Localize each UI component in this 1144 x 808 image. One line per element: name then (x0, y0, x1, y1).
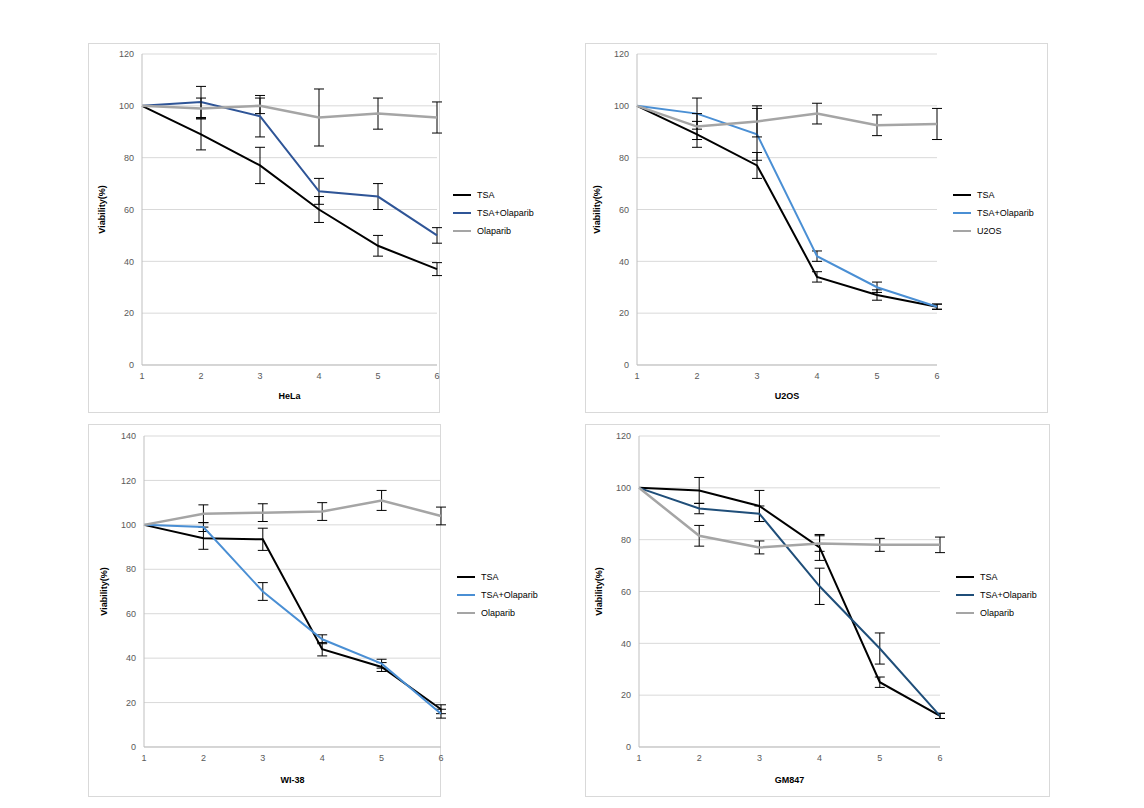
svg-text:5: 5 (379, 753, 384, 763)
svg-text:U2OS: U2OS (775, 391, 800, 401)
svg-text:100: 100 (119, 101, 134, 111)
svg-text:0: 0 (624, 360, 629, 370)
html-text:TSA+Olaparib: TSA+Olaparib (980, 589, 1037, 600)
html-text:TSA: TSA (481, 571, 499, 582)
svg-text:3: 3 (257, 371, 262, 381)
svg-text:40: 40 (619, 257, 629, 267)
svg-text:40: 40 (126, 653, 136, 663)
svg-text:Viability(%): Viability(%) (594, 567, 604, 615)
svg-text:120: 120 (119, 49, 134, 59)
svg-text:0: 0 (626, 742, 631, 752)
svg-text:4: 4 (320, 753, 325, 763)
svg-text:3: 3 (260, 753, 265, 763)
html-text:Olaparib: Olaparib (477, 225, 511, 236)
svg-text:0: 0 (131, 742, 136, 752)
svg-text:1: 1 (141, 753, 146, 763)
svg-text:6: 6 (434, 371, 439, 381)
svg-text:3: 3 (757, 753, 762, 763)
svg-text:2: 2 (694, 371, 699, 381)
svg-text:GM847: GM847 (775, 775, 805, 785)
svg-text:100: 100 (614, 101, 629, 111)
svg-text:40: 40 (124, 257, 134, 267)
svg-text:2: 2 (198, 371, 203, 381)
svg-text:120: 120 (121, 476, 136, 486)
svg-text:60: 60 (619, 205, 629, 215)
svg-text:Viability(%): Viability(%) (592, 185, 602, 233)
svg-text:80: 80 (124, 153, 134, 163)
svg-text:5: 5 (874, 371, 879, 381)
svg-text:0: 0 (129, 360, 134, 370)
html-text:TSA: TSA (477, 189, 495, 200)
svg-text:100: 100 (616, 483, 631, 493)
svg-text:60: 60 (621, 587, 631, 597)
svg-text:20: 20 (126, 698, 136, 708)
html-text:TSA: TSA (977, 189, 995, 200)
svg-text:4: 4 (817, 753, 822, 763)
svg-text:40: 40 (621, 639, 631, 649)
svg-text:20: 20 (619, 308, 629, 318)
svg-text:WI-38: WI-38 (280, 775, 304, 785)
svg-text:120: 120 (616, 431, 631, 441)
html-text:TSA: TSA (980, 571, 998, 582)
html-text:TSA+Olaparib: TSA+Olaparib (977, 207, 1034, 218)
svg-text:3: 3 (754, 371, 759, 381)
svg-text:2: 2 (201, 753, 206, 763)
svg-text:Viability(%): Viability(%) (99, 567, 109, 615)
svg-text:60: 60 (126, 609, 136, 619)
svg-text:20: 20 (621, 690, 631, 700)
svg-text:80: 80 (619, 153, 629, 163)
svg-text:80: 80 (621, 535, 631, 545)
svg-text:5: 5 (375, 371, 380, 381)
svg-text:100: 100 (121, 520, 136, 530)
html-text:TSA+Olaparib: TSA+Olaparib (481, 589, 538, 600)
svg-text:140: 140 (121, 431, 136, 441)
svg-text:80: 80 (126, 564, 136, 574)
html-text:Olaparib: Olaparib (980, 607, 1014, 618)
html-text:Olaparib: Olaparib (481, 607, 515, 618)
svg-text:5: 5 (877, 753, 882, 763)
svg-text:1: 1 (634, 371, 639, 381)
svg-text:6: 6 (934, 371, 939, 381)
html-text:U2OS: U2OS (977, 225, 1002, 236)
svg-text:HeLa: HeLa (278, 391, 301, 401)
svg-text:6: 6 (438, 753, 443, 763)
svg-text:120: 120 (614, 49, 629, 59)
svg-text:60: 60 (124, 205, 134, 215)
html-text:TSA+Olaparib: TSA+Olaparib (477, 207, 534, 218)
svg-text:1: 1 (636, 753, 641, 763)
svg-text:4: 4 (316, 371, 321, 381)
svg-text:20: 20 (124, 308, 134, 318)
svg-text:1: 1 (139, 371, 144, 381)
svg-text:6: 6 (937, 753, 942, 763)
svg-text:Viability(%): Viability(%) (97, 185, 107, 233)
svg-text:4: 4 (814, 371, 819, 381)
svg-text:2: 2 (697, 753, 702, 763)
